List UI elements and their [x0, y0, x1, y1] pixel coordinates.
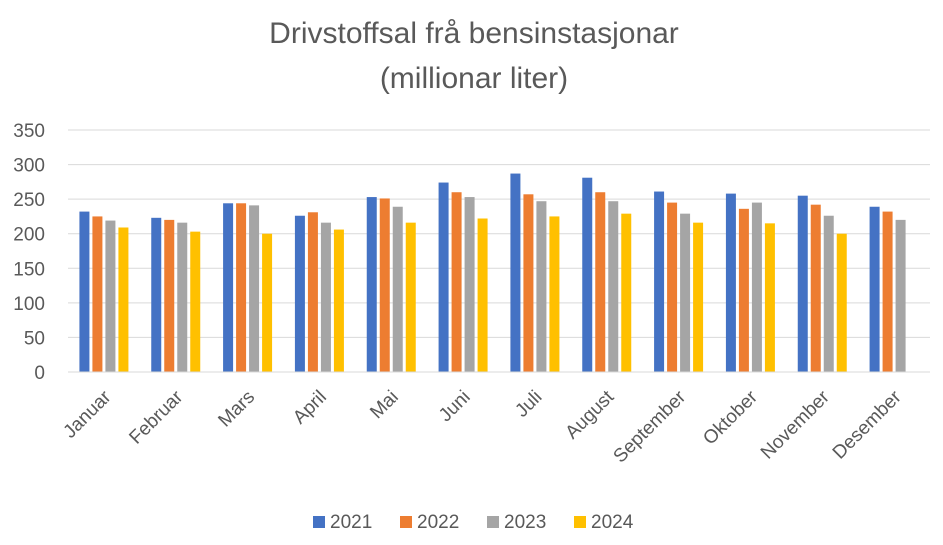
bar-2022-desember: [882, 211, 893, 372]
gridlines: [68, 129, 930, 338]
bar-2021-september: [654, 191, 665, 372]
bar-2023-oktober: [751, 202, 762, 372]
bar-2024-oktober: [764, 223, 775, 372]
bar-2021-april: [294, 215, 305, 372]
y-tick-label: 250: [13, 190, 45, 211]
x-tick-label: Februar: [125, 386, 187, 448]
y-tick-label: 350: [13, 121, 45, 142]
bar-2023-februar: [177, 222, 188, 372]
bar-2023-juli: [536, 201, 547, 372]
x-tick-label: Desember: [829, 386, 906, 463]
legend-swatch-2023: [487, 516, 499, 528]
bar-2021-januar: [79, 211, 90, 372]
bar-2023-november: [823, 215, 834, 372]
bar-2024-juni: [477, 218, 488, 372]
bar-2021-oktober: [725, 193, 736, 372]
y-tick-label: 200: [13, 225, 45, 246]
bar-2021-juli: [510, 173, 521, 372]
x-tick-label: Januar: [60, 386, 116, 442]
bar-2024-februar: [190, 231, 201, 372]
bar-2024-januar: [118, 227, 129, 372]
bar-2022-februar: [164, 219, 175, 372]
legend-label-2022: 2022: [417, 512, 459, 533]
bar-2024-november: [836, 233, 847, 372]
bar-2023-mars: [249, 205, 260, 372]
bar-2021-mars: [223, 203, 234, 372]
bar-2022-mars: [236, 203, 247, 372]
y-axis-ticks: 0 50 100 150 200 250 300 350: [13, 121, 45, 384]
bar-2022-mai: [379, 198, 390, 372]
bar-2023-april: [320, 222, 331, 372]
legend: 2021 2022 2023 2024: [313, 512, 634, 533]
bar-2023-august: [608, 201, 619, 372]
bar-2021-februar: [151, 217, 162, 372]
x-tick-label: August: [562, 386, 619, 443]
legend-label-2021: 2021: [330, 512, 372, 533]
legend-swatch-2024: [574, 516, 586, 528]
x-axis-ticks: Januar Februar Mars April Mai Juni Juli AugustS…: [60, 386, 907, 467]
bar-2024-april: [333, 229, 344, 372]
x-tick-label: April: [289, 387, 331, 429]
bar-2023-mai: [392, 206, 403, 372]
chart-subtitle: (millionar liter): [380, 62, 568, 95]
bar-2022-april: [307, 212, 318, 372]
legend-label-2023: 2023: [504, 512, 546, 533]
bar-2023-desember: [895, 219, 906, 372]
legend-label-2024: 2024: [591, 512, 634, 533]
bar-2022-august: [595, 192, 606, 372]
y-tick-label: 50: [24, 328, 45, 349]
bar-2021-november: [797, 195, 808, 372]
bar-2022-oktober: [738, 208, 749, 372]
bar-2024-mai: [405, 222, 416, 372]
bars: [79, 173, 906, 372]
y-tick-label: 0: [34, 363, 45, 384]
bar-2023-september: [680, 213, 691, 372]
x-tick-label: Oktober: [699, 386, 762, 449]
y-tick-label: 100: [13, 294, 45, 315]
y-tick-label: 150: [13, 259, 45, 280]
x-tick-label: Mars: [214, 387, 259, 432]
bar-2021-desember: [869, 206, 880, 372]
bar-2024-september: [693, 222, 704, 372]
bar-2022-juli: [523, 194, 534, 372]
bar-2022-november: [810, 204, 821, 372]
bar-2021-mai: [366, 197, 377, 372]
x-tick-label: September: [610, 386, 691, 467]
bar-2022-juni: [451, 192, 462, 372]
bar-2024-juli: [549, 216, 560, 372]
legend-swatch-2022: [400, 516, 412, 528]
x-tick-label: Juli: [511, 387, 546, 422]
bar-2021-juni: [438, 182, 449, 372]
bar-2021-august: [582, 177, 593, 372]
x-tick-label: November: [757, 386, 834, 463]
chart-title: Drivstoffsal frå bensinstasjonar: [269, 17, 679, 50]
x-tick-label: Mai: [366, 387, 403, 424]
bar-2024-august: [621, 213, 632, 372]
bar-2024-mars: [262, 233, 273, 372]
x-tick-label: Juni: [435, 387, 474, 426]
y-tick-label: 300: [13, 156, 45, 177]
bar-2023-januar: [105, 220, 116, 372]
bar-2022-januar: [92, 216, 103, 372]
legend-swatch-2021: [313, 516, 325, 528]
bar-2023-juni: [464, 197, 475, 372]
bar-2022-september: [667, 202, 678, 372]
